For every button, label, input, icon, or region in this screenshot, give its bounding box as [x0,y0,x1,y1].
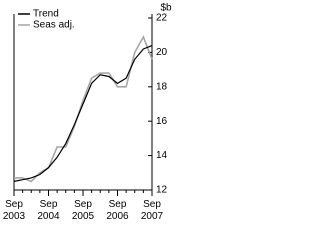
chart: $b 12 14 16 18 20 22 Trend Seas adj. Sep 2003 Se… [2,3,172,222]
x-tick-label: Sep 2005 [71,199,95,222]
series-line [14,35,153,183]
x-tick-label: Sep 2004 [37,199,60,222]
y-tick-label: 20 [156,47,168,58]
y-axis-label: $b [160,3,172,14]
y-tick-label: 22 [156,13,168,24]
x-tick-label: Sep 2006 [106,199,129,222]
y-tick-label: 14 [156,150,168,161]
x-tick-label: Sep 2003 [2,199,26,222]
legend-label: Seas adj. [33,20,75,31]
legend-label: Trend [33,9,59,20]
y-tick-label: 18 [156,81,168,92]
y-tick-label: 16 [156,116,168,127]
series-line [13,44,153,182]
y-tick-label: 12 [156,185,168,196]
x-tick-label: Sep 2007 [140,199,164,222]
